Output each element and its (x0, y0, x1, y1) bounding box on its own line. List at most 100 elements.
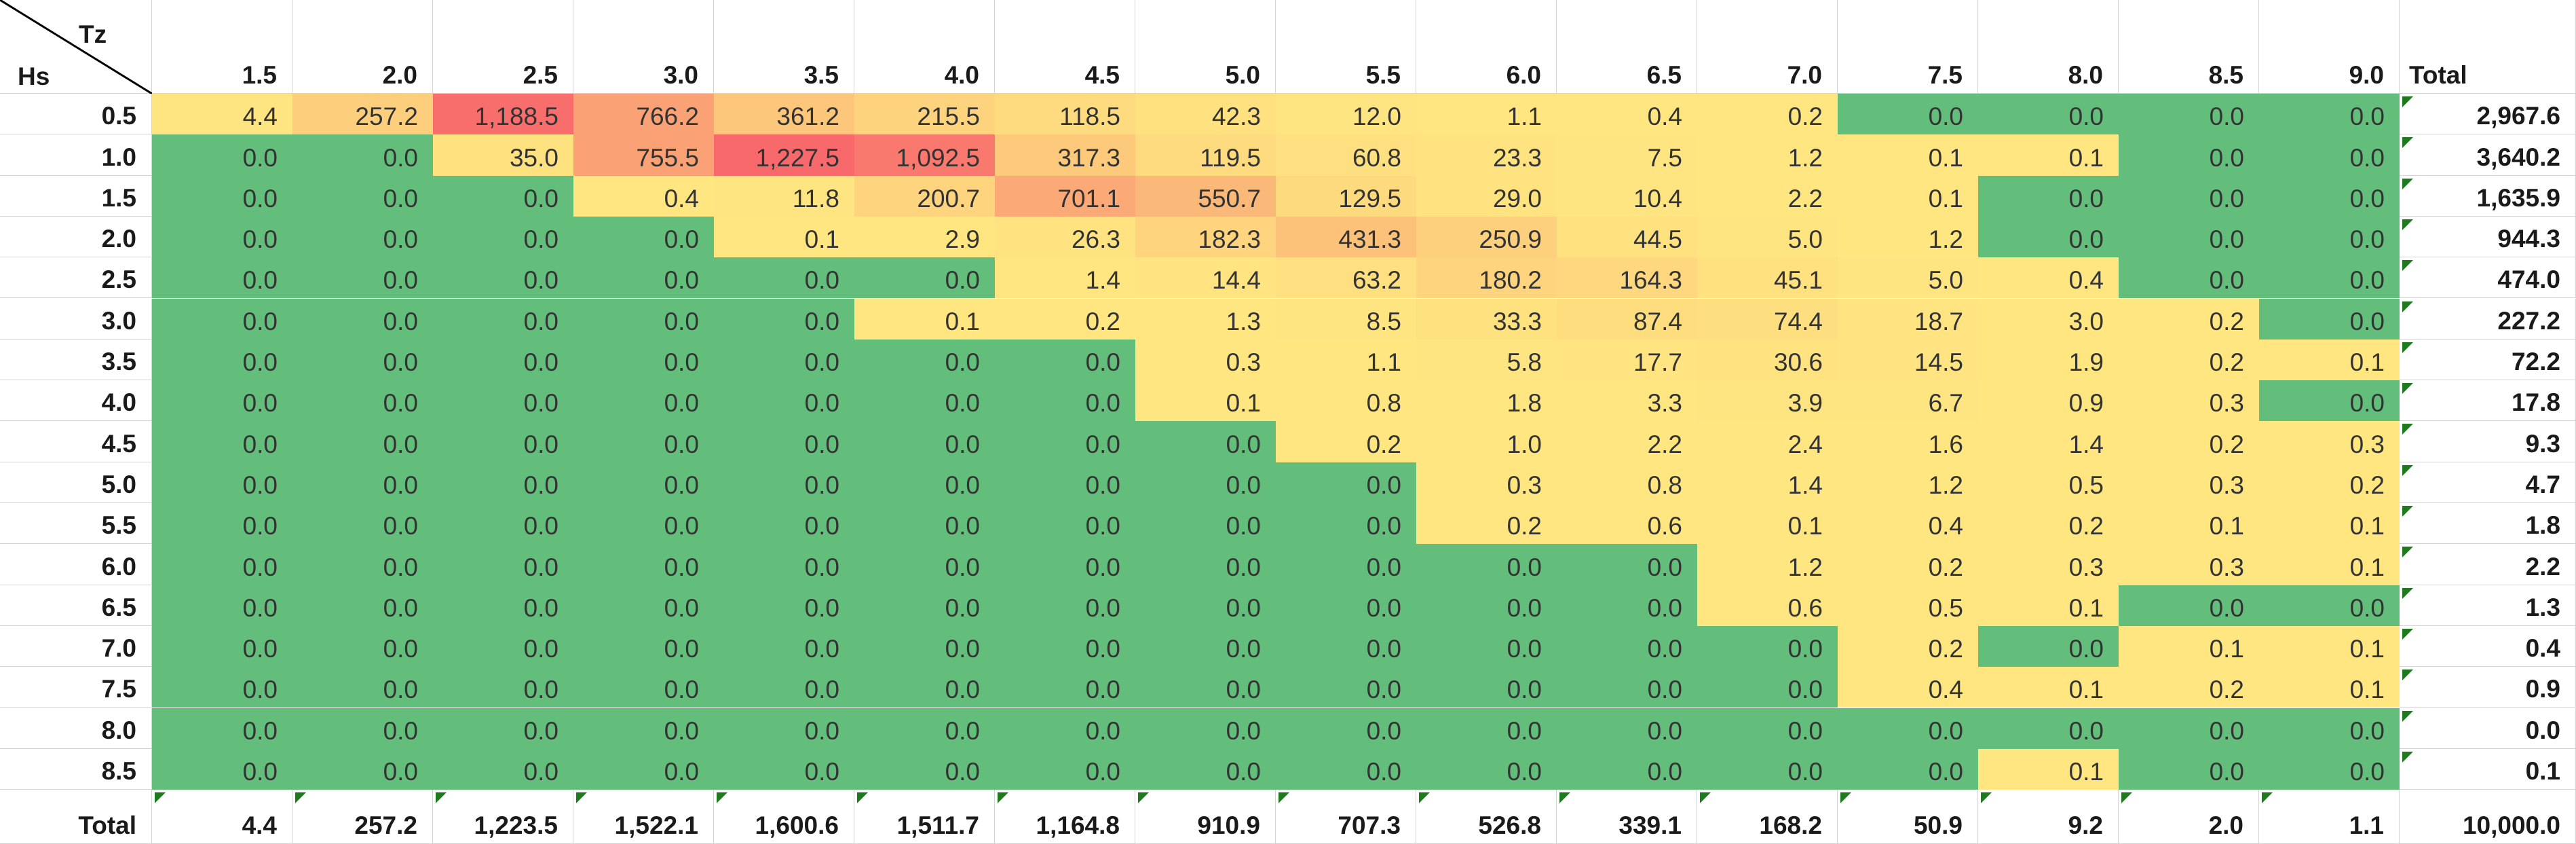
data-cell: 180.2 (1416, 257, 1557, 299)
error-indicator-icon (2402, 751, 2413, 763)
data-cell: 0.0 (995, 585, 1135, 626)
data-cell: 0.0 (714, 380, 854, 422)
data-cell: 164.3 (1557, 257, 1697, 299)
error-indicator-icon (2402, 260, 2413, 272)
column-header: 2.0 (292, 0, 433, 94)
data-cell: 0.2 (1838, 625, 1978, 667)
error-indicator-icon (2402, 342, 2413, 353)
data-cell: 0.0 (854, 748, 995, 790)
data-cell: 3.3 (1557, 380, 1697, 422)
data-cell: 0.3 (2119, 380, 2259, 422)
column-header: 3.5 (714, 0, 854, 94)
data-cell: 0.0 (152, 380, 292, 422)
data-cell: 0.0 (433, 625, 573, 667)
data-cell: 4.4 (152, 94, 292, 135)
data-cell: 2.2 (1697, 175, 1838, 217)
data-cell: 0.0 (1557, 748, 1697, 790)
data-cell: 11.8 (714, 175, 854, 217)
data-cell: 30.6 (1697, 339, 1838, 381)
data-cell: 0.0 (1276, 585, 1416, 626)
data-cell: 0.0 (152, 708, 292, 749)
data-cell: 1.4 (995, 257, 1135, 299)
data-cell: 8.5 (1276, 298, 1416, 340)
data-cell: 0.0 (2259, 257, 2400, 299)
column-total-cell: 1,522.1 (573, 790, 714, 844)
column-axis-label: Tz (79, 20, 107, 48)
error-indicator-icon (2402, 587, 2413, 599)
data-cell: 0.0 (433, 708, 573, 749)
data-cell: 0.0 (854, 257, 995, 299)
data-cell: 0.1 (2259, 339, 2400, 381)
error-indicator-icon (2402, 710, 2413, 722)
data-cell: 0.0 (2119, 585, 2259, 626)
error-indicator-icon (857, 792, 868, 804)
row-header: 2.5 (0, 257, 152, 299)
data-cell: 5.0 (1697, 216, 1838, 258)
data-cell: 0.0 (152, 421, 292, 462)
data-cell: 0.1 (1978, 585, 2119, 626)
row-total-cell: 1.8 (2400, 503, 2576, 545)
row-header: 0.5 (0, 94, 152, 135)
data-cell: 45.1 (1697, 257, 1838, 299)
error-indicator-icon (717, 792, 727, 804)
row-header: 7.5 (0, 667, 152, 708)
column-total-cell: 339.1 (1557, 790, 1697, 844)
data-cell: 0.0 (573, 380, 714, 422)
data-cell: 0.0 (1416, 544, 1557, 585)
data-cell: 0.0 (1697, 708, 1838, 749)
data-cell: 0.0 (433, 503, 573, 545)
data-cell: 0.0 (995, 708, 1135, 749)
data-cell: 0.0 (433, 298, 573, 340)
row-total-cell: 0.0 (2400, 708, 2576, 749)
data-cell: 766.2 (573, 94, 714, 135)
data-cell: 0.2 (1978, 503, 2119, 545)
data-cell: 0.0 (995, 625, 1135, 667)
data-cell: 2.2 (1557, 421, 1697, 462)
row-header: 1.0 (0, 134, 152, 176)
data-cell: 17.7 (1557, 339, 1697, 381)
data-cell: 2.9 (854, 216, 995, 258)
data-cell: 0.0 (573, 216, 714, 258)
data-cell: 0.0 (1276, 708, 1416, 749)
data-cell: 1.4 (1978, 421, 2119, 462)
data-cell: 1.2 (1697, 544, 1838, 585)
data-cell: 0.0 (1135, 544, 1276, 585)
data-cell: 0.4 (1838, 503, 1978, 545)
data-cell: 0.0 (854, 421, 995, 462)
data-cell: 0.0 (1978, 216, 2119, 258)
error-indicator-icon (998, 792, 1008, 804)
data-cell: 0.0 (1557, 708, 1697, 749)
data-cell: 182.3 (1135, 216, 1276, 258)
data-cell: 0.0 (854, 544, 995, 585)
error-indicator-icon (2262, 792, 2273, 804)
row-total-cell: 9.3 (2400, 421, 2576, 462)
column-total-cell: 4.4 (152, 790, 292, 844)
data-cell: 0.0 (714, 625, 854, 667)
data-cell: 0.0 (1276, 544, 1416, 585)
data-cell: 1.2 (1697, 134, 1838, 176)
data-cell: 0.6 (1697, 585, 1838, 626)
data-cell: 0.0 (573, 421, 714, 462)
error-indicator-icon (2402, 219, 2413, 230)
data-cell: 0.2 (1697, 94, 1838, 135)
data-cell: 0.0 (2259, 708, 2400, 749)
data-cell: 0.0 (854, 339, 995, 381)
data-cell: 0.1 (714, 216, 854, 258)
data-cell: 0.0 (152, 503, 292, 545)
data-cell: 12.0 (1276, 94, 1416, 135)
data-cell: 0.0 (292, 339, 433, 381)
data-cell: 3.9 (1697, 380, 1838, 422)
data-cell: 1,227.5 (714, 134, 854, 176)
data-cell: 701.1 (995, 175, 1135, 217)
error-indicator-icon (1559, 792, 1570, 804)
data-cell: 250.9 (1416, 216, 1557, 258)
data-cell: 0.0 (292, 216, 433, 258)
data-cell: 431.3 (1276, 216, 1416, 258)
data-cell: 0.0 (1697, 748, 1838, 790)
data-cell: 6.7 (1838, 380, 1978, 422)
error-indicator-icon (1981, 792, 1992, 804)
data-cell: 0.0 (1276, 625, 1416, 667)
data-cell: 0.0 (433, 257, 573, 299)
column-header: 6.5 (1557, 0, 1697, 94)
